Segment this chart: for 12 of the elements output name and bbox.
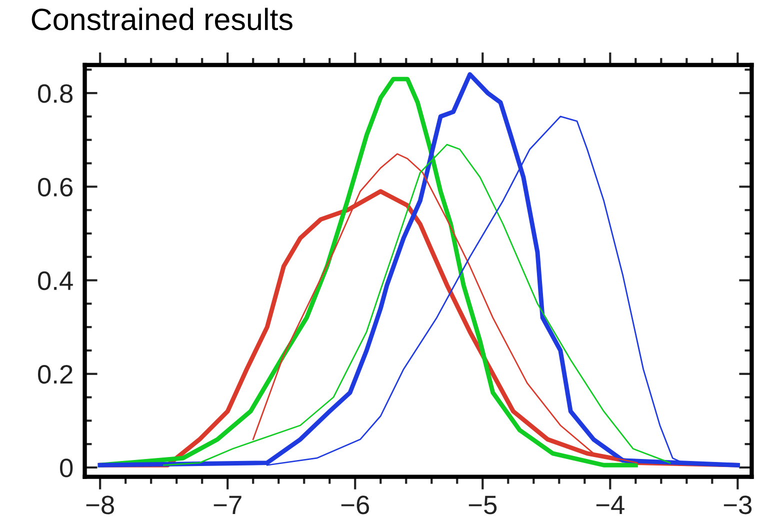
y-tick-label: 0.4 bbox=[38, 271, 73, 290]
y-tick-label: 0.2 bbox=[38, 365, 72, 384]
x-tick-label: −7 bbox=[214, 496, 242, 514]
x-tick-label: −6 bbox=[341, 496, 370, 514]
y-tick-label: 0.6 bbox=[38, 178, 73, 196]
x-tick-label: −3 bbox=[724, 496, 752, 514]
chart-title: Constrained results bbox=[32, 8, 292, 30]
x-tick-label: −5 bbox=[468, 496, 497, 514]
x-tick-label: −8 bbox=[86, 496, 114, 514]
x-tick-label: −4 bbox=[596, 496, 624, 514]
y-tick-label: 0 bbox=[60, 458, 73, 478]
y-tick-label: 0.8 bbox=[38, 84, 73, 103]
